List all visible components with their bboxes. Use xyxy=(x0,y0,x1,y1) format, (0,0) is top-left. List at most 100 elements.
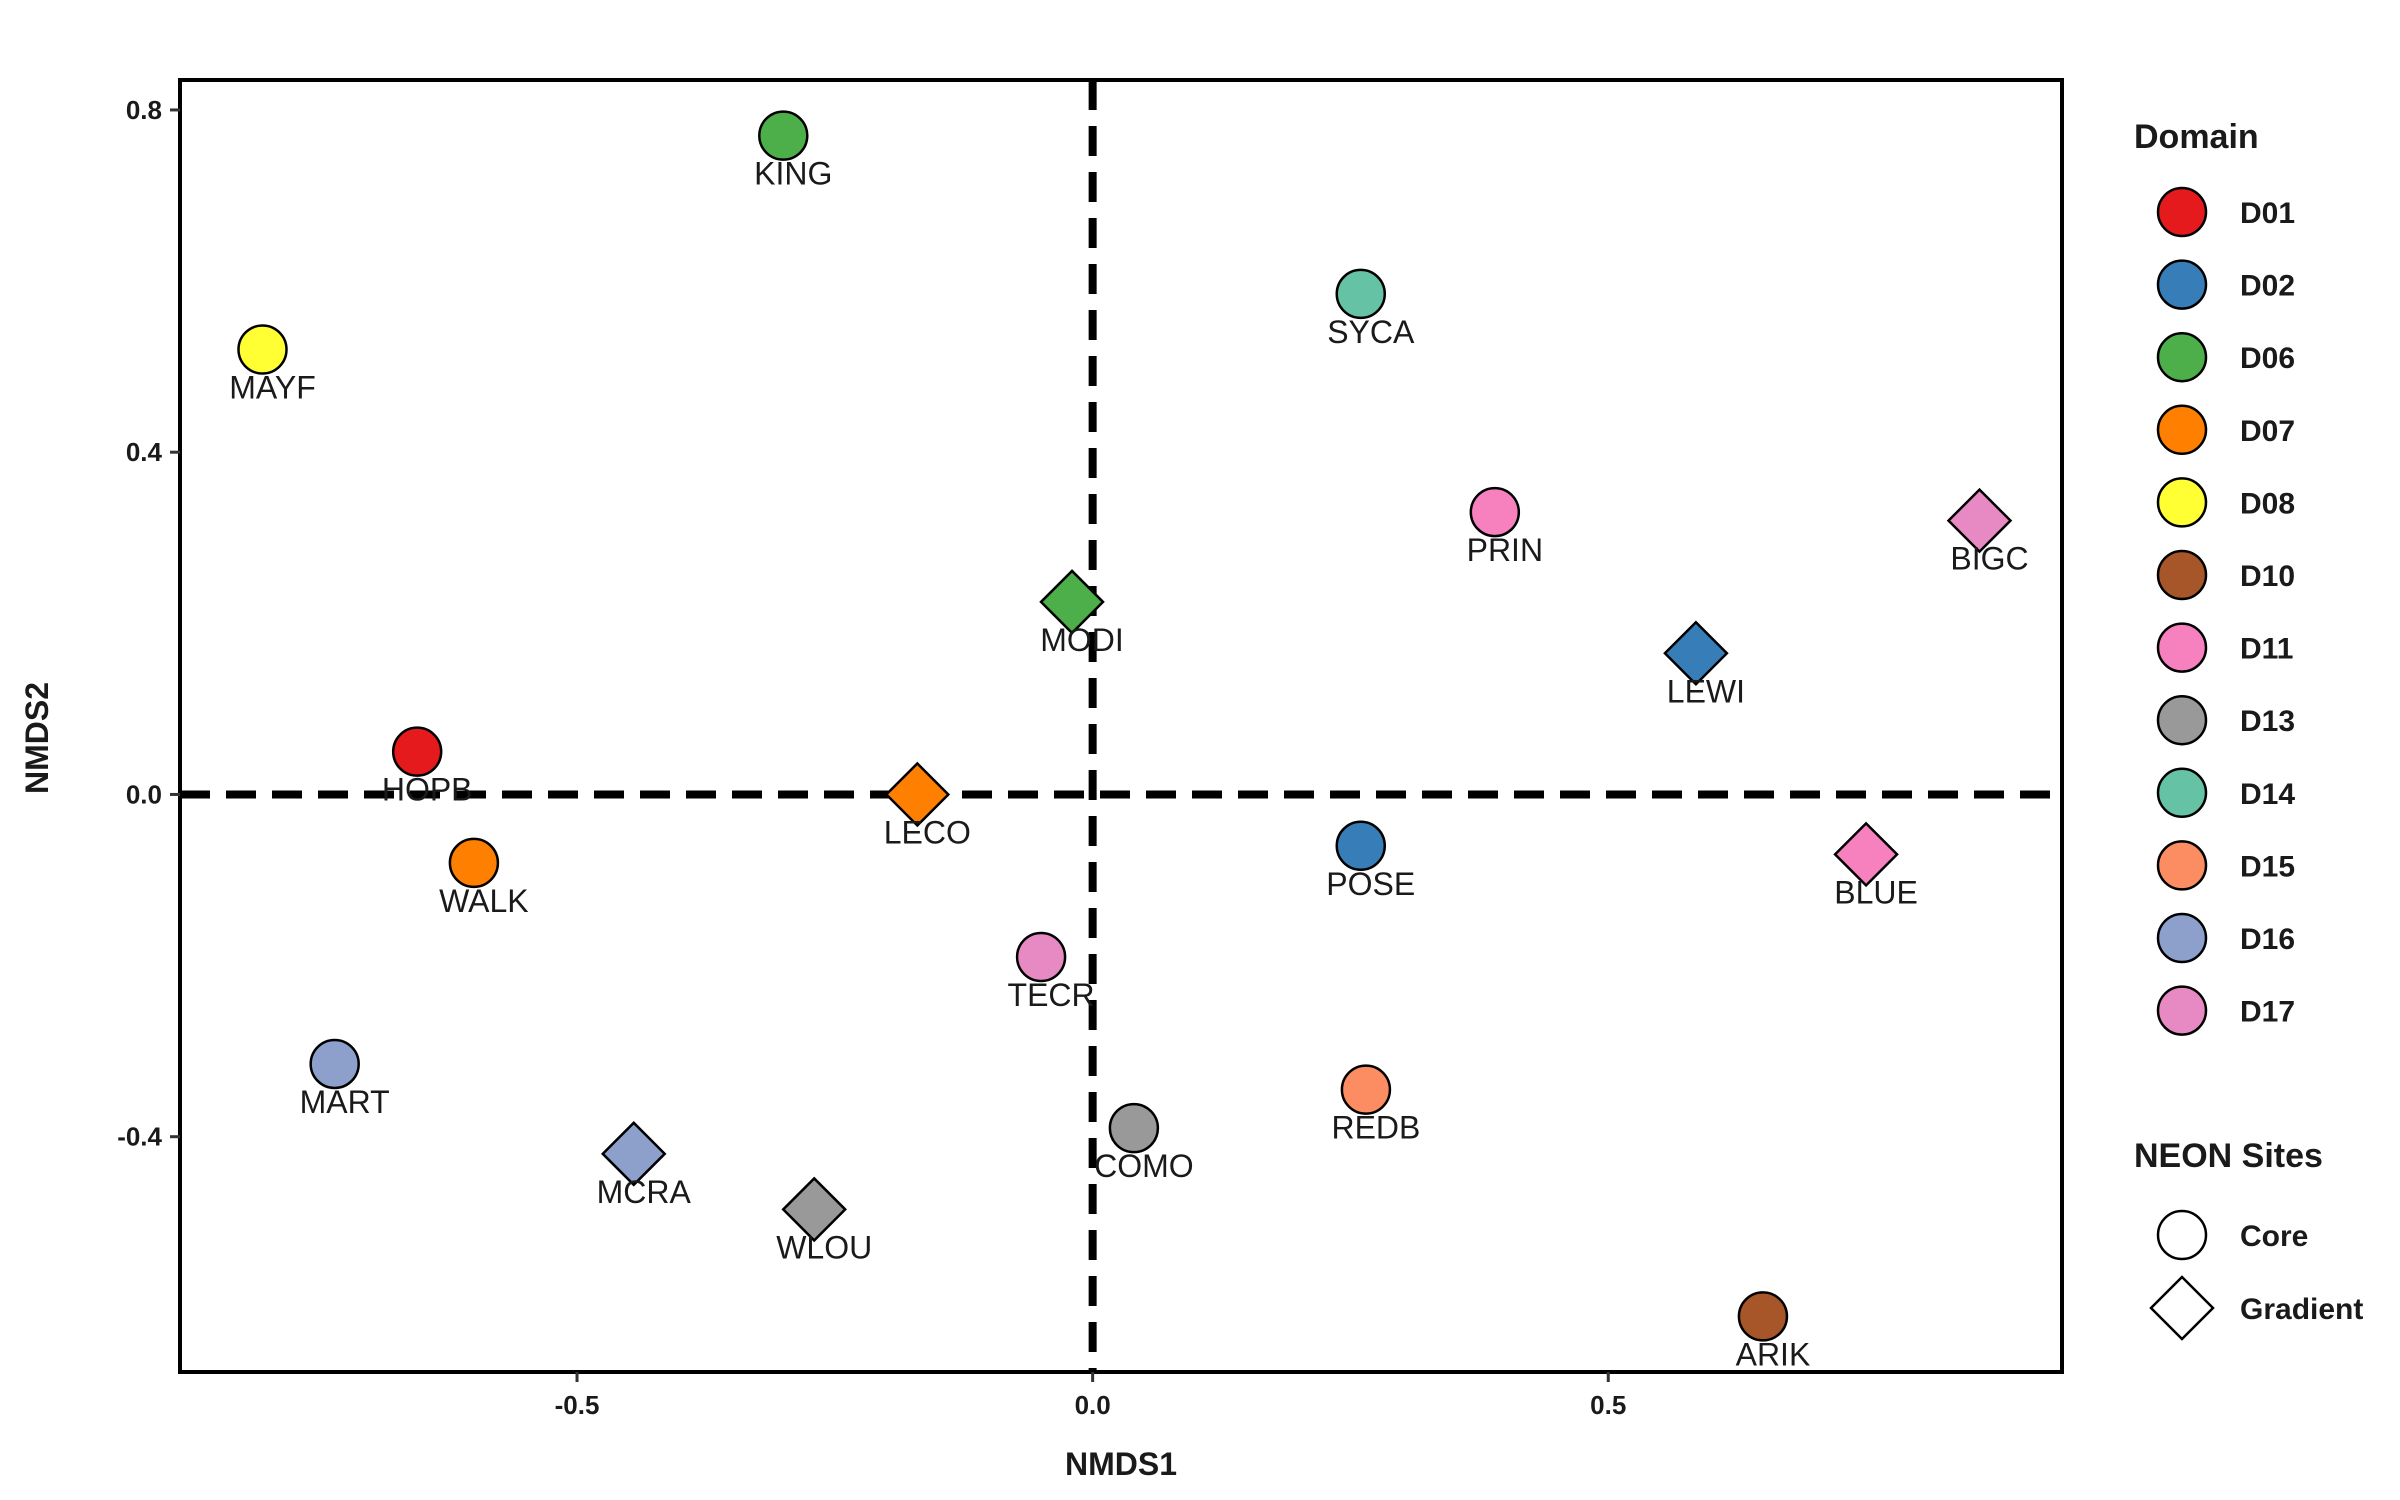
legend-domain-swatch xyxy=(2156,404,2208,456)
core-site-marker xyxy=(1469,486,1521,538)
legend-domain-swatch xyxy=(2156,549,2208,601)
legend-domain-label: D17 xyxy=(2240,996,2295,1029)
legend-diamond-marker xyxy=(2149,1275,2215,1341)
site-label: KING xyxy=(754,156,832,192)
core-site-marker xyxy=(237,324,288,375)
legend-sites-title: NEON Sites xyxy=(2134,1137,2323,1175)
y-tick-label: 0.4 xyxy=(126,437,163,467)
legend-domain-label: D10 xyxy=(2240,560,2295,593)
legend-domain-d16: D16 xyxy=(2156,912,2295,964)
core-site-marker xyxy=(1340,1064,1392,1115)
gradient-site-marker xyxy=(884,761,951,828)
legend-domain-swatch xyxy=(2156,331,2208,383)
site-label: SYCA xyxy=(1327,314,1415,350)
legend-circle-marker xyxy=(2156,1209,2208,1261)
plot-frame xyxy=(178,78,2064,1374)
site-label: MCRA xyxy=(597,1174,692,1210)
site-label: POSE xyxy=(1326,866,1415,902)
legend-domain-swatch xyxy=(2156,622,2208,673)
legend-domain-label: D08 xyxy=(2240,487,2295,520)
site-label: COMO xyxy=(1094,1148,1194,1184)
site-label: BIGC xyxy=(1950,541,2028,577)
site-point-syca: SYCA xyxy=(1327,268,1415,350)
legend-site-label: Core xyxy=(2240,1220,2308,1253)
legend-domain-d17: D17 xyxy=(2156,985,2295,1036)
site-label: LEWI xyxy=(1667,673,1745,709)
site-point-prin: PRIN xyxy=(1467,486,1543,568)
site-point-lewi: LEWI xyxy=(1663,620,1745,709)
core-site-marker xyxy=(448,837,500,889)
site-point-como: COMO xyxy=(1094,1102,1194,1184)
site-point-mart: MART xyxy=(300,1038,390,1120)
x-tick-label: 0.5 xyxy=(1590,1390,1626,1420)
legend-domain-swatch xyxy=(2156,259,2208,310)
site-point-leco: LECO xyxy=(884,761,971,850)
legend-domain-d14: D14 xyxy=(2156,767,2295,819)
legend-domain-swatch xyxy=(2156,186,2208,238)
gradient-site-marker xyxy=(600,1121,667,1187)
site-point-wlou: WLOU xyxy=(776,1176,872,1265)
y-tick-label: -0.4 xyxy=(117,1122,162,1152)
gradient-site-marker xyxy=(1833,821,1899,888)
site-point-mcra: MCRA xyxy=(597,1121,692,1210)
site-point-hopb: HOPB xyxy=(382,726,473,808)
legend-domain-label: D14 xyxy=(2240,778,2295,811)
legend-domain-d06: D06 xyxy=(2156,331,2295,383)
site-label: WALK xyxy=(439,883,529,919)
gradient-site-marker xyxy=(1039,569,1105,635)
y-tick-label: 0.0 xyxy=(126,779,162,809)
legend-domain-d08: D08 xyxy=(2156,477,2295,528)
core-site-marker xyxy=(1108,1102,1160,1154)
legend-domain-swatch xyxy=(2156,912,2208,964)
legend-domain-title: Domain xyxy=(2134,118,2259,156)
legend-domain-label: D06 xyxy=(2240,342,2295,375)
core-site-marker xyxy=(1335,268,1387,320)
core-site-marker xyxy=(309,1038,360,1090)
legend-domain-d07: D07 xyxy=(2156,404,2295,456)
site-label: TECR xyxy=(1008,977,1095,1013)
legend-domain-d02: D02 xyxy=(2156,259,2295,310)
legend-domain-label: D13 xyxy=(2240,705,2295,738)
legend-domain-label: D07 xyxy=(2240,415,2295,448)
legend-domain-label: D16 xyxy=(2240,923,2295,956)
legend-domain-d15: D15 xyxy=(2156,840,2295,891)
core-site-marker xyxy=(1015,931,1067,983)
site-point-king: KING xyxy=(754,110,832,192)
legend-site-label: Gradient xyxy=(2240,1293,2363,1326)
legend-site-core: Core xyxy=(2156,1209,2308,1261)
site-label: ARIK xyxy=(1736,1336,1811,1372)
x-axis-title: NMDS1 xyxy=(1065,1446,1177,1482)
site-point-blue: BLUE xyxy=(1833,821,1918,910)
legend-domain-d10: D10 xyxy=(2156,549,2295,601)
site-label: MART xyxy=(300,1084,390,1120)
site-point-bigc: BIGC xyxy=(1946,487,2029,577)
site-point-pose: POSE xyxy=(1326,820,1415,902)
plot-area: -0.5 0.0 0.5 -0.4 0.0 0.4 0.8 KING MAYF SYCA PRIN B… xyxy=(117,78,2064,1420)
site-point-mayf: MAYF xyxy=(229,324,316,406)
core-site-marker xyxy=(1737,1291,1789,1342)
site-label: BLUE xyxy=(1834,874,1918,910)
legend-domain-label: D15 xyxy=(2240,850,2295,883)
gradient-site-marker xyxy=(781,1176,847,1243)
legend-domain-label: D11 xyxy=(2240,633,2293,666)
gradient-site-marker xyxy=(1946,487,2013,554)
site-label: MODI xyxy=(1040,622,1124,658)
site-label: WLOU xyxy=(776,1229,872,1265)
site-point-walk: WALK xyxy=(439,837,529,919)
legend: Domain D01 D02 D06 D07 D08 D10 D11 D13 D14 D15 D16… xyxy=(2134,118,2363,1341)
legend-domain-label: D02 xyxy=(2240,270,2295,303)
legend-site-entries: Core Gradient xyxy=(2149,1209,2363,1341)
legend-domain-swatch xyxy=(2156,840,2208,891)
core-site-marker xyxy=(391,726,443,777)
site-label: REDB xyxy=(1331,1110,1420,1146)
site-label: PRIN xyxy=(1467,532,1543,568)
legend-domain-entries: D01 D02 D06 D07 D08 D10 D11 D13 D14 D15 D16 D17 xyxy=(2156,186,2295,1036)
core-site-marker xyxy=(758,110,809,161)
legend-domain-swatch xyxy=(2156,694,2208,746)
y-axis-title: NMDS2 xyxy=(19,682,55,794)
x-tick-label: 0.0 xyxy=(1075,1390,1111,1420)
legend-domain-swatch xyxy=(2156,985,2208,1036)
y-tick-label: 0.8 xyxy=(126,95,162,125)
site-point-arik: ARIK xyxy=(1736,1291,1811,1372)
